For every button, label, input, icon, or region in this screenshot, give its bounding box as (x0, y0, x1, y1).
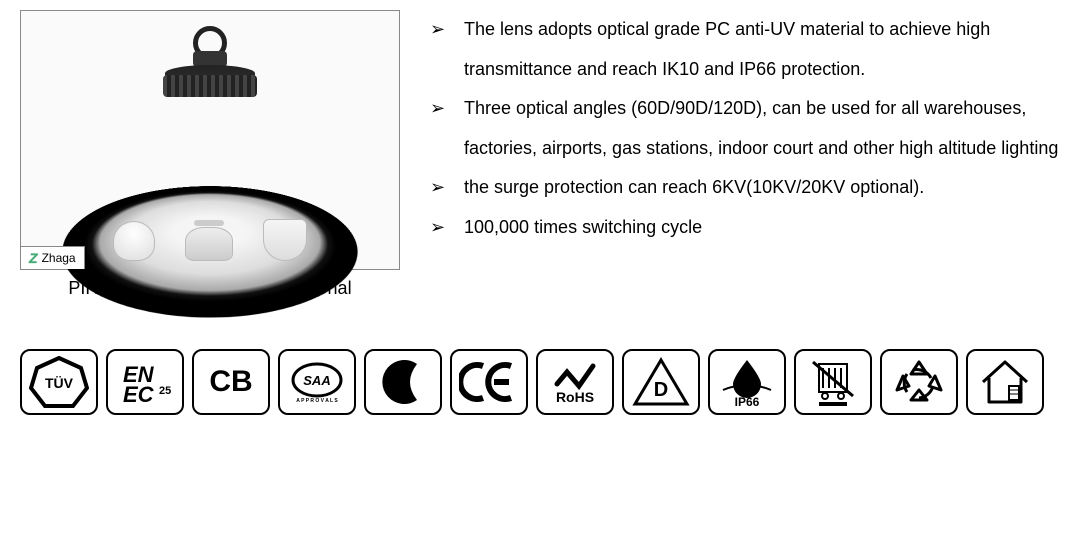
cert-tuv-icon: TÜV (20, 349, 98, 415)
cert-weee-icon (794, 349, 872, 415)
product-image-box: Z Zhaga (20, 10, 400, 270)
svg-text:SAA: SAA (303, 373, 330, 388)
cert-enec-icon: ENEC25 (106, 349, 184, 415)
image-column: Z Zhaga PIR and Microwave sensor optiona… (20, 10, 400, 299)
feature-bullets: The lens adopts optical grade PC anti-UV… (430, 10, 1060, 266)
svg-text:IP66: IP66 (735, 395, 760, 408)
bullet-list: The lens adopts optical grade PC anti-UV… (430, 10, 1060, 248)
top-section: Z Zhaga PIR and Microwave sensor optiona… (20, 10, 1060, 299)
sensor-1-icon (113, 221, 155, 261)
lamp-illustration (60, 21, 360, 191)
svg-text:A P P R O V A L S: A P P R O V A L S (296, 398, 338, 404)
sensor-3-icon (263, 219, 307, 261)
sensor-row (113, 219, 307, 261)
cert-rohs-icon: RoHS (536, 349, 614, 415)
svg-text:25: 25 (159, 385, 171, 397)
zhaga-logo-icon: Z (29, 250, 38, 266)
zhaga-badge: Z Zhaga (21, 246, 85, 269)
svg-text:TÜV: TÜV (45, 375, 74, 391)
cert-saa-icon: SAA A P P R O V A L S (278, 349, 356, 415)
cert-d-icon: D (622, 349, 700, 415)
svg-text:EC: EC (123, 382, 155, 407)
bullet-item: Three optical angles (60D/90D/120D), can… (430, 89, 1060, 168)
bullet-item: the surge protection can reach 6KV(10KV/… (430, 168, 1060, 208)
bullet-item: 100,000 times switching cycle (430, 208, 1060, 248)
cert-recycle-icon (880, 349, 958, 415)
lamp-fins-icon (163, 75, 257, 97)
certification-row: TÜV ENEC25 CB SAAA P P R O V A L S RoHS … (20, 349, 1060, 415)
cert-cb-icon: CB (192, 349, 270, 415)
cert-ip66-icon: IP66 (708, 349, 786, 415)
cert-cb-text: CB (209, 365, 252, 399)
cert-ctick-icon (364, 349, 442, 415)
svg-text:RoHS: RoHS (556, 389, 594, 405)
svg-text:D: D (654, 379, 668, 401)
cert-ce-icon (450, 349, 528, 415)
cert-indoor-icon (966, 349, 1044, 415)
sensor-2-icon (185, 227, 233, 261)
zhaga-text: Zhaga (42, 251, 76, 265)
bullet-item: The lens adopts optical grade PC anti-UV… (430, 10, 1060, 89)
